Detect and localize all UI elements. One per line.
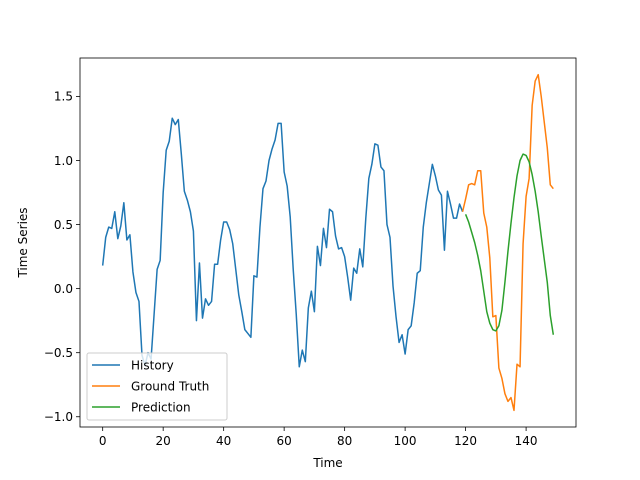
legend-label-prediction: Prediction bbox=[131, 401, 191, 415]
x-tick-label: 80 bbox=[337, 434, 352, 448]
y-tick-label: −0.5 bbox=[44, 346, 73, 360]
x-axis-label: Time bbox=[312, 456, 342, 470]
y-tick-label: 1.5 bbox=[54, 90, 73, 104]
legend: History Ground Truth Prediction bbox=[86, 352, 228, 421]
series-line-prediction bbox=[464, 153, 555, 335]
x-tick-label: 120 bbox=[454, 434, 477, 448]
x-tick-label: 60 bbox=[277, 434, 292, 448]
y-tick-label: 0.5 bbox=[54, 218, 73, 232]
y-tick-label: 0.0 bbox=[54, 282, 73, 296]
legend-label-ground-truth: Ground Truth bbox=[131, 380, 209, 394]
x-tick-label: 20 bbox=[156, 434, 171, 448]
series-line-history bbox=[101, 117, 464, 368]
x-tick-label: 140 bbox=[515, 434, 538, 448]
legend-label-history: History bbox=[131, 359, 174, 373]
y-tick-label: −1.0 bbox=[44, 410, 73, 424]
x-tick-label: 40 bbox=[216, 434, 231, 448]
y-axis-label: Time Series bbox=[16, 207, 30, 278]
x-tick-label: 100 bbox=[394, 434, 417, 448]
y-axis: −1.0 −0.5 0.0 0.5 1.0 1.5 bbox=[44, 90, 80, 424]
series-layer bbox=[101, 73, 555, 412]
y-tick-label: 1.0 bbox=[54, 154, 73, 168]
x-tick-label: 0 bbox=[99, 434, 107, 448]
legend-box bbox=[86, 352, 228, 421]
plot-frame bbox=[79, 57, 577, 428]
x-axis: 0 20 40 60 80 100 120 140 bbox=[99, 427, 538, 448]
series-line-ground-truth bbox=[461, 73, 554, 412]
